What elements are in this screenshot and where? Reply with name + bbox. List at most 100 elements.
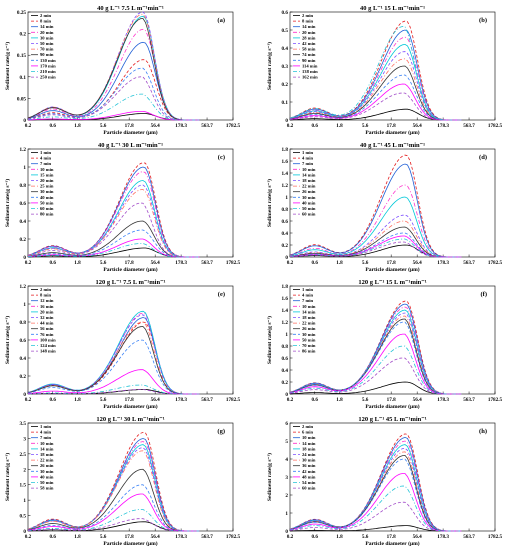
legend-label: 148 min [40, 349, 56, 354]
y-tick-label: 0 [23, 255, 26, 261]
x-tick-label: 1.8 [336, 260, 343, 266]
series-line [289, 321, 462, 395]
series-line [289, 238, 462, 258]
y-tick-label: 1.4 [282, 171, 289, 177]
series-line [289, 51, 462, 121]
panel-title: 120 g L⁻¹ 45 L m⁻¹min⁻¹ [358, 416, 426, 423]
y-tick-label: 1 [23, 302, 26, 308]
legend-label: 58 min [40, 486, 54, 491]
series-line [28, 384, 200, 395]
y-tick-label: 0.8 [282, 207, 289, 213]
y-tick-label: 0 [285, 118, 288, 124]
legend-label: 30 min [40, 35, 54, 40]
legend-label: 170 min [40, 63, 56, 68]
legend-label: 50 min [40, 41, 54, 46]
legend-label: 4 min [302, 156, 314, 161]
y-tick-label: 1 [285, 511, 288, 517]
panel-label: (c) [218, 154, 225, 161]
x-tick-label: 563.7 [201, 397, 213, 403]
y-tick-label: 1 [23, 165, 26, 171]
y-tick-label: 0.2 [20, 237, 27, 243]
series-line [27, 67, 200, 121]
legend-label: 124 min [40, 343, 56, 348]
x-tick-label: 5.6 [362, 260, 369, 266]
panel-label: (b) [479, 17, 487, 24]
x-tick-label: 1782.5 [226, 397, 241, 403]
legend-label: 6 min [302, 430, 314, 435]
x-axis-label: Particle diameter (μm) [103, 540, 157, 547]
y-tick-label: 0 [23, 118, 26, 124]
legend-label: 50 min [40, 200, 54, 205]
x-tick-label: 56.4 [151, 260, 160, 266]
x-tick-label: 178.3 [437, 534, 449, 540]
legend-label: 10 min [302, 167, 316, 172]
legend-label: 210 min [40, 69, 56, 74]
y-tick-label: 0.4 [282, 231, 289, 237]
legend-label: 30 min [302, 195, 316, 200]
legend-label: 28 min [302, 35, 316, 40]
series-line [27, 326, 200, 395]
x-tick-label: 1782.5 [226, 123, 241, 129]
legend-label: 22 min [40, 458, 54, 463]
y-tick-label: 6 [285, 421, 288, 427]
y-tick-label: 1.2 [282, 183, 289, 189]
series-line [289, 501, 462, 532]
series-line [27, 189, 200, 258]
plot-frame [289, 285, 496, 395]
y-tick-label: 0.8 [20, 320, 27, 326]
legend-label: 48 min [302, 474, 316, 479]
legend-label: 86 min [302, 349, 316, 354]
x-tick-label: 0.6 [312, 123, 319, 129]
legend-label: 60 min [40, 206, 54, 211]
legend-label: 8 min [302, 19, 314, 24]
series-line [289, 58, 462, 121]
series-line [27, 28, 200, 121]
legend-label: 60 min [302, 212, 316, 217]
legend-label: 8 min [40, 19, 52, 24]
y-tick-label: 0.4 [20, 219, 27, 225]
y-tick-label: 0.5 [282, 28, 289, 34]
y-tick-label: 1.5 [20, 483, 27, 489]
series-line [289, 25, 462, 121]
legend-label: 80 min [40, 212, 54, 217]
legend-label: 90 min [302, 58, 316, 63]
y-tick-label: 0 [285, 255, 288, 261]
y-axis-label: Sediment rate(g s⁻¹) [4, 316, 11, 364]
x-tick-label: 17.8 [125, 260, 134, 266]
chart-panel-7: 120 g L⁻¹ 30 L m⁻¹min⁻¹(g)0.2 0.6 1.8 5.6 17… [4, 416, 241, 547]
x-tick-label: 0.2 [287, 397, 294, 403]
x-tick-label: 0.6 [312, 534, 319, 540]
x-tick-label: 563.7 [463, 397, 475, 403]
x-tick-label: 563.7 [463, 260, 475, 266]
x-tick-label: 178.3 [175, 123, 187, 129]
legend-label: 15 min [40, 172, 54, 177]
series-line [27, 493, 200, 532]
chart-panel-2: 40 g L⁻¹ 15 L m⁻¹min⁻¹ (b) 0.2 0.6 1.8 5.6 17.… [266, 5, 503, 136]
x-tick-label: 1.8 [74, 123, 81, 129]
series-line [27, 171, 200, 258]
plot-frame [27, 11, 234, 121]
y-tick-label: 2.5 [20, 452, 27, 458]
y-axis-label: Sediment rate(g s⁻¹) [266, 316, 273, 364]
panel-label: (g) [217, 428, 225, 435]
legend-label: 60 min [302, 486, 316, 491]
y-tick-label: 1.4 [282, 308, 289, 314]
x-tick-label: 56.4 [151, 123, 160, 129]
series-line [27, 321, 200, 395]
series-line [27, 243, 200, 258]
series-line [289, 345, 462, 395]
x-tick-label: 1782.5 [488, 260, 503, 266]
legend-label: 12 min [40, 298, 54, 303]
x-tick-label: 56.4 [151, 534, 160, 540]
series-line [289, 154, 462, 258]
x-tick-label: 1782.5 [488, 397, 503, 403]
series-line [289, 43, 462, 121]
x-tick-label: 0.6 [50, 534, 57, 540]
plot-frame [289, 422, 496, 532]
y-tick-label: 1.6 [282, 296, 289, 302]
panel-title: 40 g L⁻¹ 45 L m⁻¹min⁻¹ [360, 142, 425, 149]
y-tick-label: 1.8 [282, 284, 289, 290]
x-tick-label: 0.6 [50, 260, 57, 266]
legend-label: 18 min [302, 315, 316, 320]
chart-panel-8: 120 g L⁻¹ 45 L m⁻¹min⁻¹ (h) 0.2 0.6 1.8 5.6 17… [266, 416, 503, 547]
